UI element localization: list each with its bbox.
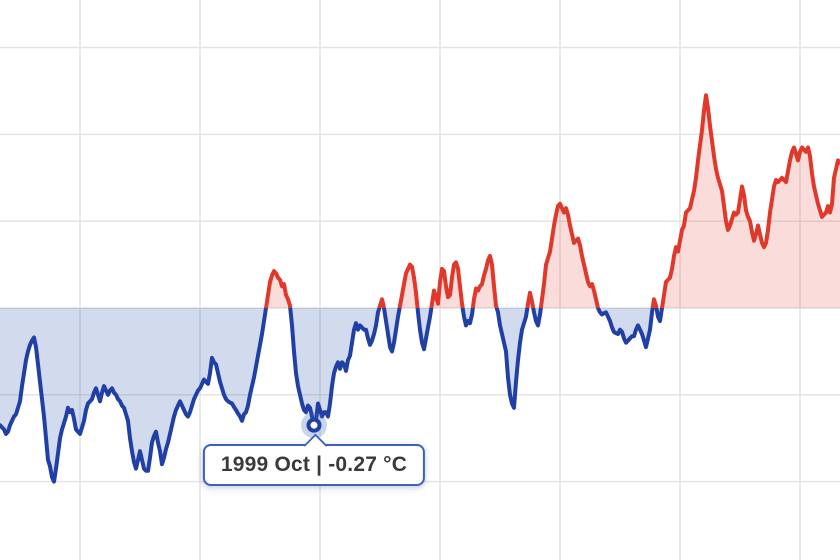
positive-anomaly-area-fill: [0, 95, 840, 308]
tooltip: 1999 Oct | -0.27 °C: [202, 433, 426, 487]
anomaly-line-below-zero: [0, 308, 665, 484]
tooltip-label: 1999 Oct | -0.27 °C: [220, 453, 408, 477]
marker-ring: [306, 417, 322, 433]
anomaly-line-above-zero: [263, 93, 840, 308]
hovered-point-marker[interactable]: [301, 412, 327, 439]
negative-anomaly-area-fill: [0, 308, 840, 482]
